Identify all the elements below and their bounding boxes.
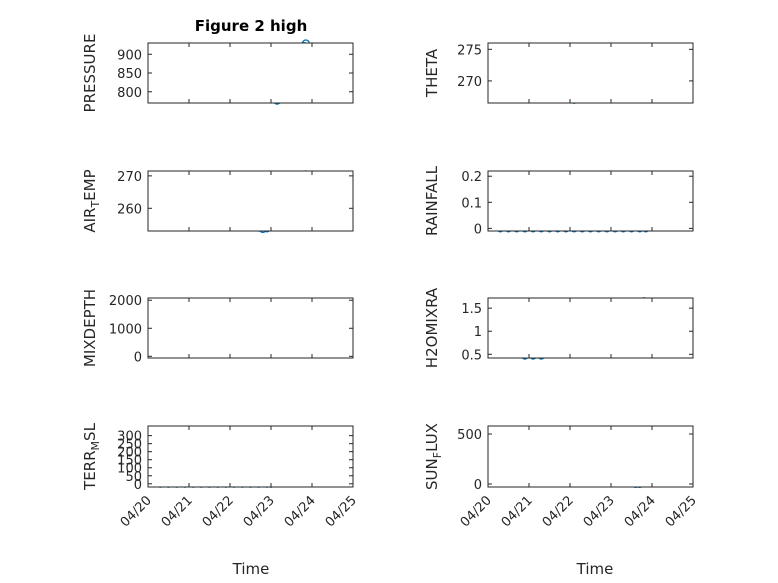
y-tick-label: 250: [117, 438, 142, 453]
y-tick-label: 100: [117, 462, 142, 477]
y-tick-label: 1.5: [461, 302, 482, 317]
y-axis-label: PRESSURE: [81, 34, 99, 113]
subplot-4: 0 0.1 0.2 RAINFALL: [423, 165, 694, 237]
y-tick-label: 1000: [109, 322, 142, 337]
y-tick-label: 0.2: [461, 170, 482, 185]
subplot-8: 0 500 04/20 04/21 04/22 04/23 04/24 04/25 SUNFLU…: [423, 423, 700, 530]
y-tick-label: 850: [117, 67, 142, 82]
plot-frame: [147, 170, 354, 232]
y-tick-label: 200: [117, 446, 142, 461]
plot-frame: [487, 425, 694, 488]
subplot-grid: 800 850 900 PRESSURE 270 275 THETA 260 270 AIRTEM…: [81, 34, 700, 531]
y-tick-label: 0.1: [461, 196, 482, 211]
x-tick-label: 04/22: [540, 493, 577, 530]
y-tick-label: 50: [125, 470, 142, 485]
x-tick-label: 04/23: [241, 493, 278, 530]
y-tick-label: 150: [117, 454, 142, 469]
y-axis-label: MIXDEPTH: [81, 289, 99, 367]
y-tick-label: 800: [117, 86, 142, 101]
y-tick-label: 1: [474, 325, 482, 340]
subplot-1: 800 850 900 PRESSURE: [81, 34, 354, 113]
y-tick-label: 0: [474, 222, 482, 237]
y-axis-label: H2OMIXRA: [423, 287, 441, 368]
x-tick-label: 04/24: [622, 493, 659, 530]
x-tick-label: 04/20: [118, 493, 155, 530]
y-axis-label: AIRTEMP: [81, 169, 102, 232]
y-tick-label: 2000: [109, 294, 142, 309]
y-tick-label: 0.5: [461, 348, 482, 363]
y-tick-label: 270: [457, 75, 482, 90]
subplot-5: 0 1000 2000 MIXDEPTH: [81, 289, 354, 367]
x-tick-label: 04/23: [581, 493, 618, 530]
y-tick-label: 500: [457, 428, 482, 443]
x-tick-label: 04/25: [663, 493, 700, 530]
plot-frame: [147, 42, 354, 104]
x-tick-label: 04/21: [159, 493, 196, 530]
plot-frame: [487, 297, 694, 359]
x-tick-label: 04/22: [200, 493, 237, 530]
plot-frame: [147, 297, 354, 359]
x-tick-label: 04/25: [323, 493, 360, 530]
subplot-3: 260 270 AIRTEMP: [81, 169, 354, 234]
y-tick-label: 275: [457, 43, 482, 58]
y-axis-label: SUNFLUX: [423, 423, 444, 490]
y-tick-label: 260: [117, 202, 142, 217]
y-axis-label: RAINFALL: [423, 165, 441, 236]
y-tick-label: 900: [117, 48, 142, 63]
x-tick-label: 04/24: [282, 493, 319, 530]
y-tick-label: 300: [117, 430, 142, 445]
y-tick-label: 270: [117, 170, 142, 185]
y-axis-label: TERRMSL: [81, 422, 102, 491]
x-tick-label: 04/20: [458, 493, 495, 530]
figure-title: Figure 2 high: [195, 17, 308, 35]
subplot-2: 270 275 THETA: [423, 42, 694, 104]
y-axis-label: THETA: [423, 48, 441, 98]
x-axis-label-right: Time: [576, 560, 614, 578]
plot-frame: [487, 42, 694, 104]
x-axis-label-left: Time: [232, 560, 270, 578]
plot-frame: [147, 425, 354, 488]
y-tick-label: 0: [134, 478, 142, 493]
subplot-6: 0.5 1 1.5 H2OMIXRA: [423, 287, 694, 368]
x-tick-label: 04/21: [499, 493, 536, 530]
y-tick-label: 0: [134, 350, 142, 365]
plot-frame: [487, 170, 694, 232]
y-tick-label: 0: [474, 478, 482, 493]
